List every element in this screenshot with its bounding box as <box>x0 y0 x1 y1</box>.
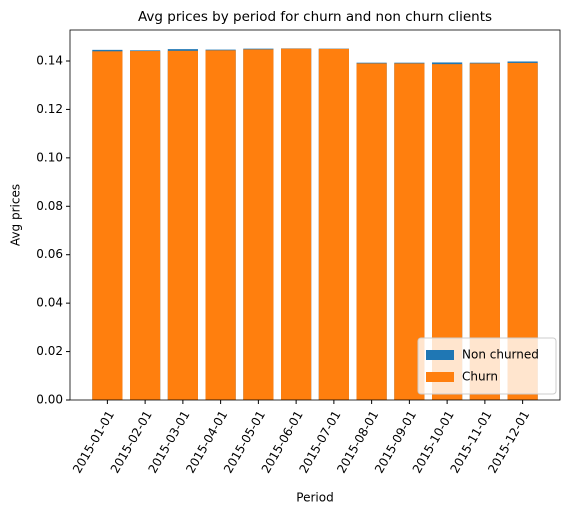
y-tick-label: 0.08 <box>36 199 63 213</box>
bar <box>281 48 312 400</box>
y-tick-label: 0.06 <box>36 247 63 261</box>
bar <box>243 49 274 400</box>
y-tick-label: 0.00 <box>36 393 63 407</box>
bar <box>167 50 198 400</box>
y-tick-label: 0.12 <box>36 102 63 116</box>
bar <box>205 50 236 401</box>
y-tick-label: 0.10 <box>36 150 63 164</box>
chart-title: Avg prices by period for churn and non c… <box>138 9 492 25</box>
y-tick-label: 0.14 <box>36 53 63 67</box>
y-tick-label: 0.04 <box>36 296 63 310</box>
legend-swatch <box>426 372 454 382</box>
axes-frame <box>69 29 561 401</box>
bar <box>356 63 387 400</box>
bar <box>318 48 349 400</box>
bar <box>130 51 161 401</box>
legend-label: Non churned <box>462 348 539 362</box>
x-axis-label: Period <box>296 491 333 505</box>
legend-swatch <box>426 350 454 360</box>
legend-box <box>417 337 557 395</box>
y-tick-label: 0.02 <box>36 344 63 358</box>
y-axis-label: Avg prices <box>9 184 23 246</box>
bar <box>92 51 123 400</box>
legend-label: Churn <box>462 370 498 384</box>
